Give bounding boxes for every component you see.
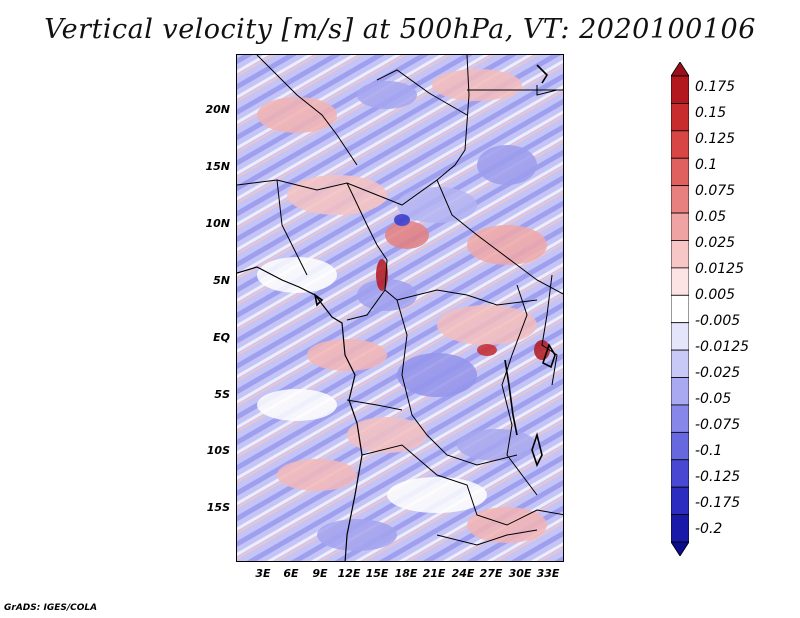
- colorbar-label: 0.075: [695, 183, 736, 199]
- colorbar-label: -0.025: [695, 365, 741, 381]
- lat-label-15s: 15S: [206, 501, 230, 514]
- colorbar: [671, 62, 689, 556]
- lon-label-33e: 33E: [536, 567, 560, 580]
- colorbar-label: 0.125: [695, 131, 736, 147]
- lat-label-5n: 5N: [213, 274, 230, 287]
- colorbar-bottom-arrow: [671, 541, 689, 556]
- colorbar-segment: [671, 75, 689, 104]
- lon-label-30e: 30E: [508, 567, 532, 580]
- colorbar-segment: [671, 431, 689, 461]
- colorbar-segment: [671, 212, 689, 241]
- colorbar-label: -0.125: [695, 469, 741, 485]
- colorbar-segment: [671, 130, 689, 159]
- colorbar-segment: [671, 322, 689, 351]
- lon-label-27e: 27E: [479, 567, 503, 580]
- lon-label-6e: 6E: [283, 567, 299, 580]
- lat-label-10n: 10N: [205, 217, 230, 230]
- colorbar-label: -0.2: [695, 521, 723, 537]
- colorbar-segment: [671, 240, 689, 269]
- lon-label-3e: 3E: [255, 567, 271, 580]
- map-field: [237, 55, 563, 561]
- colorbar-segment: [671, 377, 689, 406]
- lon-label-24e: 24E: [451, 567, 475, 580]
- lat-label-15n: 15N: [205, 160, 230, 173]
- lon-label-12e: 12E: [337, 567, 361, 580]
- lat-label-20n: 20N: [205, 103, 230, 116]
- colorbar-segment: [671, 294, 689, 324]
- lat-label-eq: EQ: [213, 331, 230, 344]
- chart-title: Vertical velocity [m/s] at 500hPa, VT: 2…: [44, 14, 756, 45]
- colorbar-label: 0.05: [695, 209, 727, 225]
- credit-text: GrADS: IGES/COLA: [4, 603, 98, 613]
- lon-label-15e: 15E: [365, 567, 389, 580]
- colorbar-label: 0.0125: [695, 261, 744, 277]
- lon-label-9e: 9E: [312, 567, 328, 580]
- colorbar-top-arrow: [671, 62, 689, 77]
- colorbar-label: 0.1: [695, 157, 718, 173]
- colorbar-label: 0.005: [695, 287, 736, 303]
- lon-label-18e: 18E: [394, 567, 418, 580]
- colorbar-segment: [671, 404, 689, 433]
- colorbar-label: -0.005: [695, 313, 741, 329]
- colorbar-label: -0.0125: [695, 339, 750, 355]
- colorbar-segment: [671, 103, 689, 132]
- colorbar-label: 0.15: [695, 105, 727, 121]
- colorbar-label: 0.025: [695, 235, 736, 251]
- colorbar-segment: [671, 514, 689, 543]
- colorbar-segment: [671, 349, 689, 378]
- lat-label-5s: 5S: [214, 388, 230, 401]
- colorbar-segment: [671, 459, 689, 488]
- colorbar-segment: [671, 157, 689, 187]
- lat-label-10s: 10S: [206, 444, 230, 457]
- lon-label-21e: 21E: [422, 567, 446, 580]
- colorbar-label: -0.1: [695, 443, 723, 459]
- colorbar-segment: [671, 185, 689, 214]
- colorbar-segment: [671, 267, 689, 296]
- colorbar-label: -0.075: [695, 417, 741, 433]
- colorbar-segment: [671, 486, 689, 515]
- colorbar-label: -0.175: [695, 495, 741, 511]
- colorbar-label: 0.175: [695, 79, 736, 95]
- colorbar-label: -0.05: [695, 391, 732, 407]
- map-panel: [236, 54, 564, 562]
